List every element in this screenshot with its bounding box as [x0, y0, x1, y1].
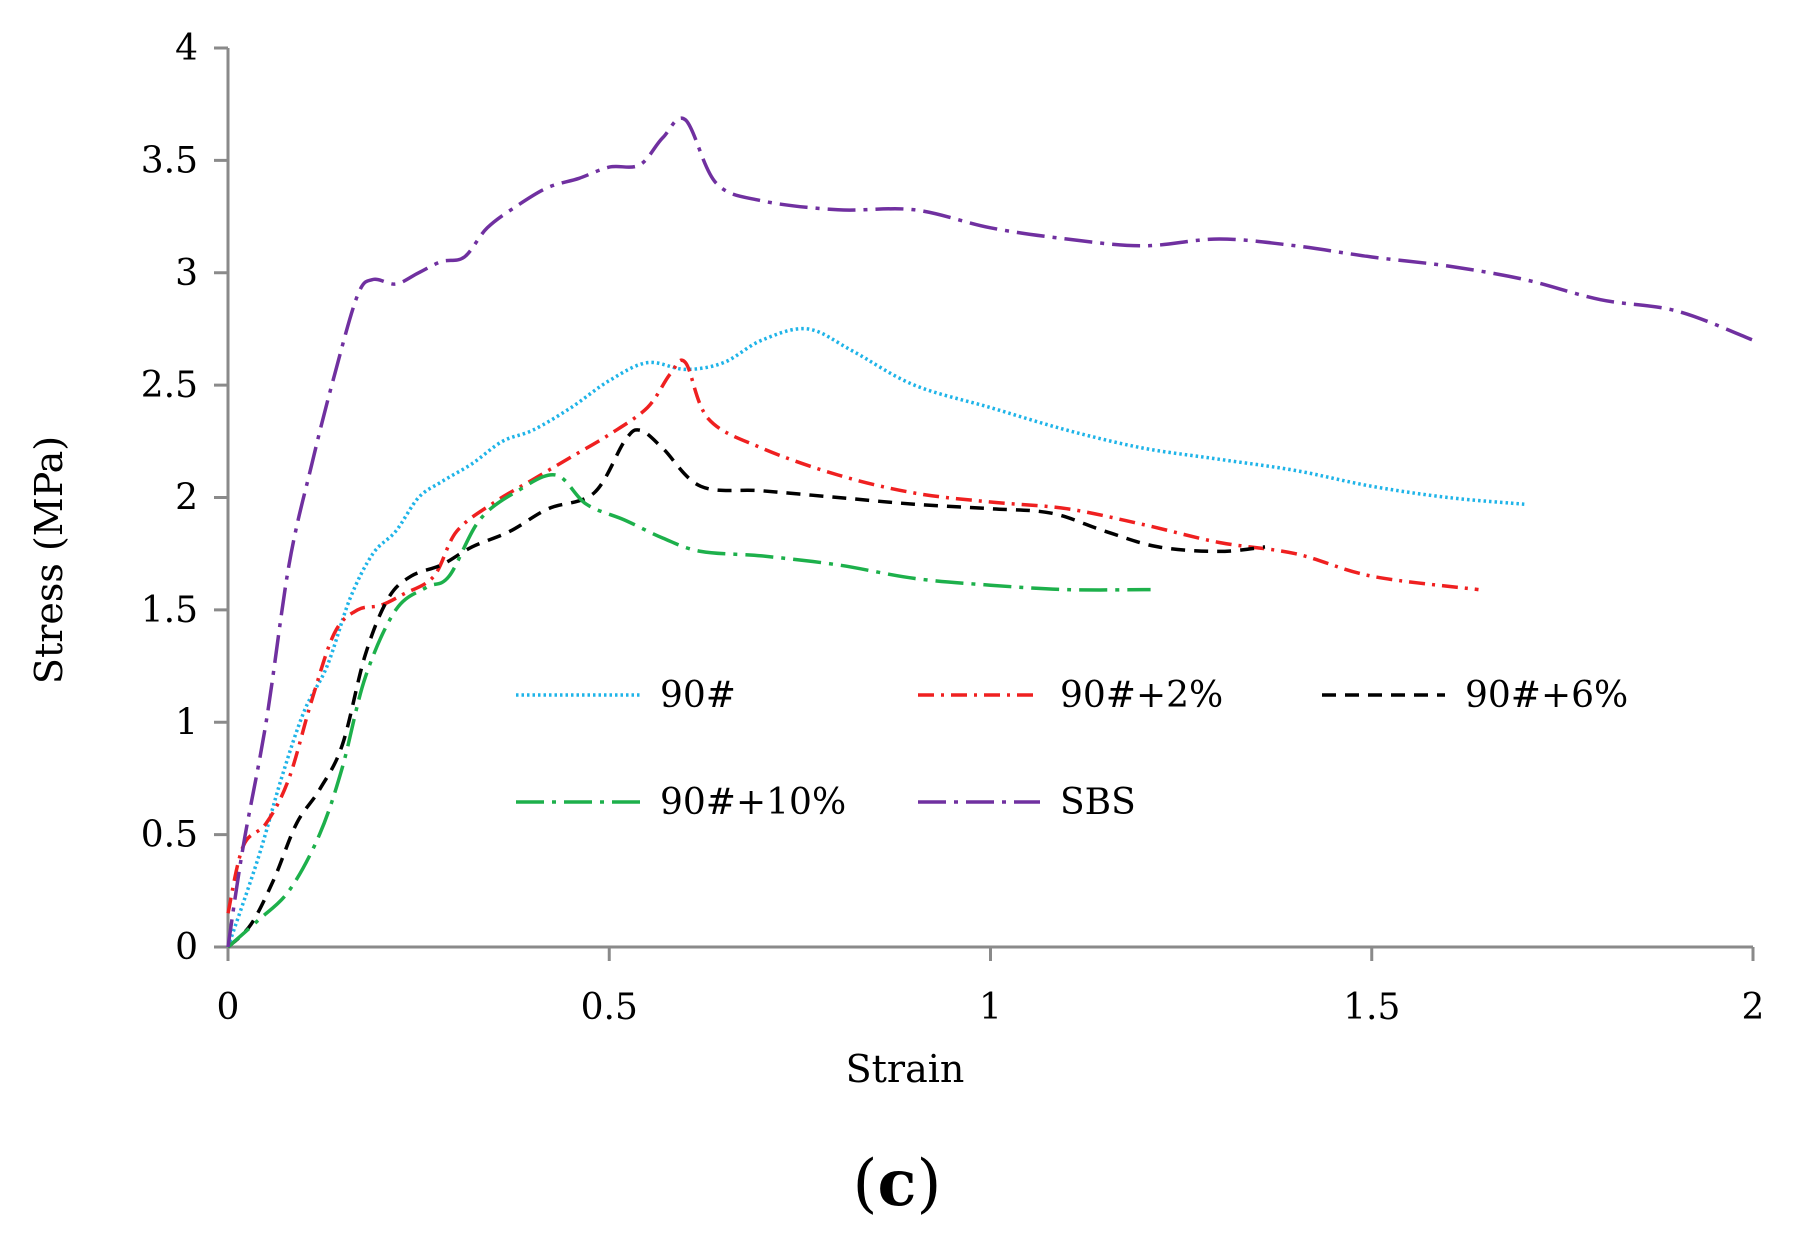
y-tick-label: 0.5: [141, 815, 198, 856]
ticks: 0 0.5 1 1.5 2 2.5 3 3.5 4 0 0.5 1 1.5 2: [141, 28, 1765, 1028]
y-tick-label: 3.5: [141, 140, 198, 181]
panel-label: (c): [853, 1146, 942, 1221]
panel-label-open: (: [853, 1147, 878, 1221]
series-layer: [226, 116, 1754, 949]
series-line-1: [226, 358, 1479, 914]
legend-label-4: SBS: [1060, 782, 1136, 823]
y-tick-label: 0: [175, 927, 198, 968]
legend: 90# 90#+2% 90#+6% 90#+10% SBS: [516, 675, 1628, 823]
series-line-4: [226, 116, 1754, 948]
x-tick-label: 1.5: [1343, 987, 1400, 1028]
series-line-2: [226, 428, 1266, 949]
y-tick-label: 3: [175, 253, 198, 294]
x-axis-title: Strain: [846, 1047, 965, 1091]
axes: [226, 48, 1753, 949]
legend-label-2: 90#+6%: [1465, 675, 1628, 716]
x-tick-label: 0.5: [581, 987, 638, 1028]
legend-label-3: 90#+10%: [660, 782, 846, 823]
y-tick-label: 1.5: [141, 590, 198, 631]
series-line-0: [226, 326, 1525, 948]
y-tick-label: 2.5: [141, 365, 198, 406]
x-tick-label: 1: [979, 987, 1002, 1028]
y-axis-title: Stress (MPa): [27, 436, 71, 684]
legend-label-0: 90#: [660, 675, 736, 716]
series-line-3: [226, 472, 1151, 949]
panel-label-letter: c: [878, 1146, 917, 1221]
x-tick-label: 0: [217, 987, 240, 1028]
y-tick-label: 1: [175, 702, 198, 743]
panel-label-close: ): [916, 1147, 941, 1221]
y-tick-label: 2: [175, 478, 198, 519]
legend-label-1: 90#+2%: [1060, 675, 1223, 716]
x-tick-label: 2: [1742, 987, 1765, 1028]
y-tick-label: 4: [175, 28, 198, 69]
